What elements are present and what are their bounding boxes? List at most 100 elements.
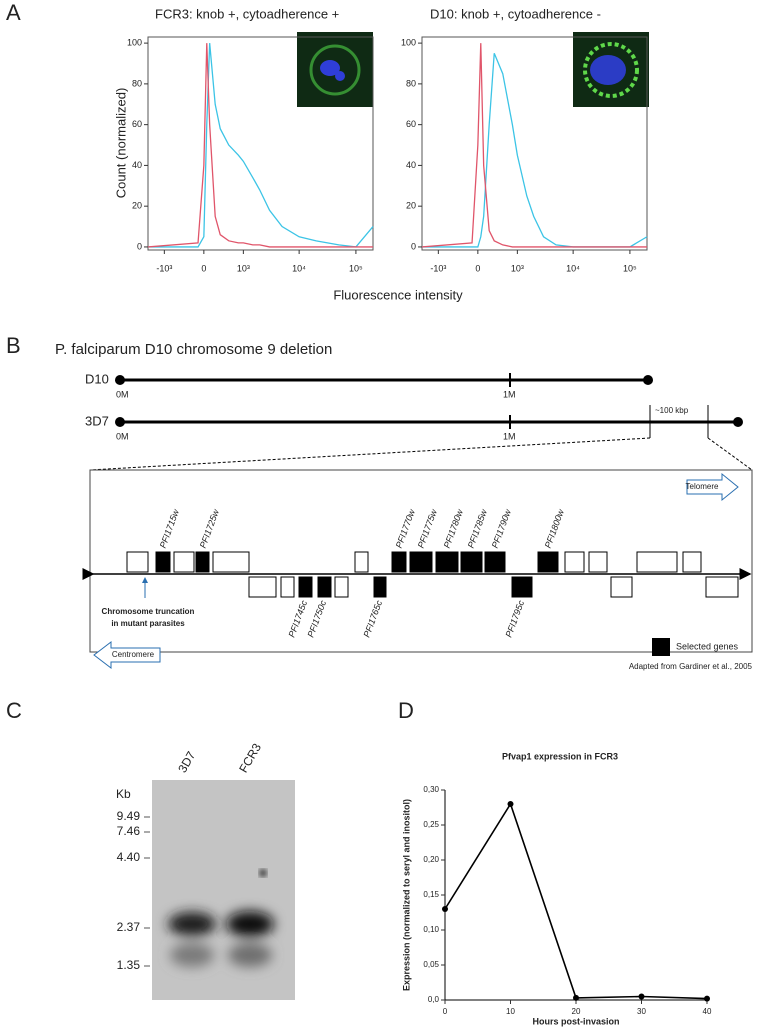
- centromere-arrow: [93, 640, 161, 670]
- y-tick-label: 0: [137, 241, 142, 251]
- chart-title: Pfvap1 expression in FCR3: [502, 751, 618, 761]
- gene: [537, 551, 559, 573]
- y-tick-label: 0,05: [423, 960, 439, 969]
- gene-label: PFI1790w: [490, 508, 513, 550]
- x-axis-label: Hours post-invasion: [532, 1016, 619, 1026]
- region-label: ~100 kbp: [655, 406, 689, 415]
- x-tick-label: 10⁵: [623, 263, 637, 273]
- y-tick-label: 40: [132, 160, 142, 170]
- x-tick-label: 40: [703, 1007, 712, 1016]
- x-tick-label: 10⁴: [292, 263, 306, 273]
- gene: [195, 551, 210, 573]
- arrow-label: Centromere: [112, 650, 155, 659]
- x-tick-label: 20: [572, 1007, 581, 1016]
- gene: [705, 576, 739, 598]
- source-note: Adapted from Gardiner et al., 2005: [629, 662, 753, 671]
- marker-label: 2.37: [117, 920, 141, 934]
- legend-label: Selected genes: [676, 641, 739, 651]
- gene: [391, 551, 407, 573]
- panel-label: D: [398, 698, 414, 723]
- y-tick-label: 0,25: [423, 820, 439, 829]
- y-tick-label: 80: [406, 78, 416, 88]
- truncation-label: Chromosome truncation: [102, 607, 195, 616]
- x-tick-label: -10³: [156, 263, 172, 273]
- y-tick-label: 0,15: [423, 890, 439, 899]
- gene-label: PFI1780w: [442, 508, 465, 550]
- plot-frame: [421, 36, 648, 251]
- y-tick-label: 60: [132, 119, 142, 129]
- y-tick-label: 60: [406, 119, 416, 129]
- arrow-label: Telomere: [686, 482, 719, 491]
- x-tick-label: 10⁴: [566, 263, 580, 273]
- gene: [682, 551, 702, 573]
- y-tick-label: 0,20: [423, 855, 439, 864]
- gene: [354, 551, 369, 573]
- gel-image: [152, 780, 295, 1000]
- gene: [636, 551, 678, 573]
- y-tick-label: 40: [406, 160, 416, 170]
- marker-label: 4.40: [117, 850, 141, 864]
- data-point: [573, 994, 579, 1001]
- marker-label: 7.46: [117, 824, 141, 838]
- y-tick-label: 0,10: [423, 925, 439, 934]
- gene: [126, 551, 149, 573]
- gene-label: PFI1765c: [362, 599, 385, 639]
- plot-frame: [147, 36, 374, 251]
- gene-label: PFI1800w: [543, 508, 566, 550]
- gene: [511, 576, 533, 598]
- gene: [435, 551, 459, 573]
- position-label: 0M: [116, 389, 129, 399]
- gene-label: PFI1715w: [158, 508, 181, 550]
- gene: [484, 551, 506, 573]
- gene-label: PFI1725w: [198, 508, 221, 550]
- gene-label: PFI1770w: [394, 508, 417, 550]
- gene-label: PFI1750c: [306, 599, 329, 639]
- gene: [248, 576, 277, 598]
- diagram-title: P. falciparum D10 chromosome 9 deletion: [55, 341, 332, 358]
- x-tick-label: 30: [637, 1007, 646, 1016]
- chromosome-end: [115, 417, 125, 427]
- position-label: 1M: [503, 389, 516, 399]
- position-label: 0M: [116, 431, 129, 441]
- y-tick-label: 0,0: [428, 995, 440, 1004]
- gene: [373, 576, 387, 598]
- y-tick-label: 20: [132, 201, 142, 211]
- y-tick-label: 100: [127, 37, 142, 47]
- zoom-line: [89, 437, 651, 471]
- gene: [298, 576, 313, 598]
- panel-label: C: [6, 698, 22, 723]
- legend-swatch: [652, 638, 670, 656]
- x-tick-label: 0: [443, 1007, 448, 1016]
- gene-label: PFI1775w: [416, 508, 439, 550]
- x-tick-label: -10³: [430, 263, 446, 273]
- gene-label: PFI1785w: [466, 508, 489, 550]
- y-axis-label: Count (normalized): [113, 88, 128, 199]
- lane-label: 3D7: [175, 749, 198, 775]
- gene: [212, 551, 250, 573]
- genes: [126, 551, 739, 598]
- x-tick-label: 10: [506, 1007, 515, 1016]
- gene: [155, 551, 171, 573]
- x-tick-label: 10³: [237, 263, 250, 273]
- truncation-label: in mutant parasites: [111, 619, 185, 628]
- panel-label: A: [6, 0, 21, 25]
- chromosome-end: [115, 375, 125, 385]
- marker-label: 1.35: [117, 958, 141, 972]
- y-tick-label: 100: [401, 37, 416, 47]
- chart-title: FCR3: knob +, cytoadherence +: [155, 6, 339, 21]
- chart-title: D10: knob +, cytoadherence -: [430, 6, 601, 21]
- y-axis-label: Expression (normalized to seryl and inos…: [401, 799, 411, 991]
- data-point: [442, 906, 448, 912]
- gene: [460, 551, 483, 573]
- x-tick-label: 10³: [511, 263, 524, 273]
- inset-image: [573, 32, 649, 107]
- gene: [564, 551, 585, 573]
- gel-unit: Kb: [116, 787, 131, 801]
- marker-ticks: [144, 816, 150, 967]
- chromosome-end: [733, 417, 743, 427]
- strain-label: 3D7: [85, 413, 109, 428]
- position-label: 1M: [503, 431, 516, 441]
- data-point: [507, 801, 514, 807]
- panel-label: B: [6, 333, 21, 358]
